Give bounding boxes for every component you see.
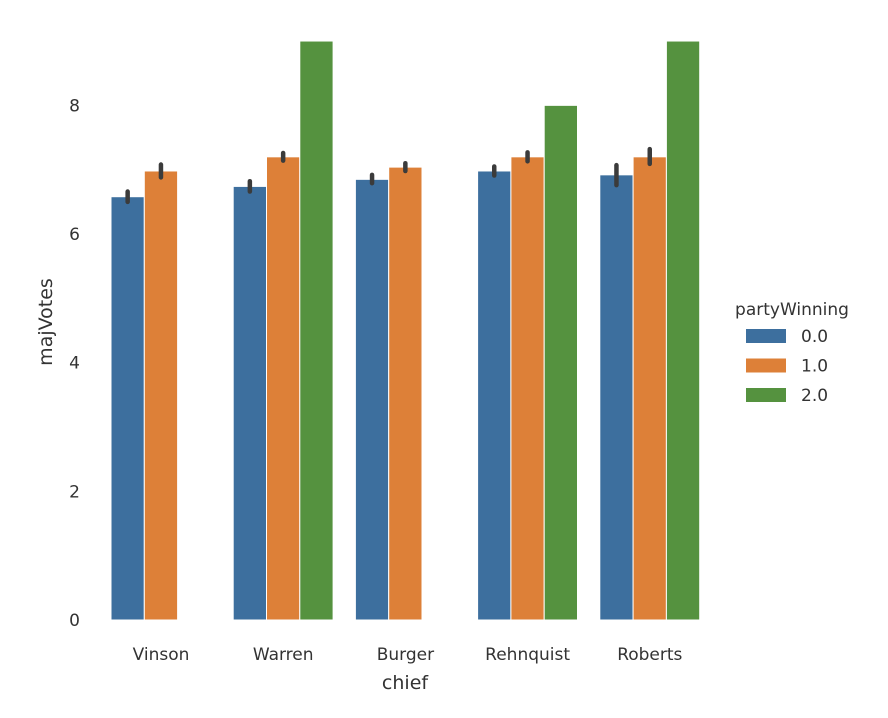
y-tick-label-4: 4 bbox=[69, 354, 80, 374]
x-tick-label-rehnquist: Rehnquist bbox=[485, 645, 570, 665]
legend-label-1-0: 1.0 bbox=[801, 357, 828, 377]
y-tick-label-2: 2 bbox=[69, 482, 80, 502]
legend: partyWinning 0.0 1.0 2.0 bbox=[735, 300, 849, 406]
y-tick-label-6: 6 bbox=[69, 225, 80, 245]
bar-roberts-1-0 bbox=[632, 156, 667, 621]
bar-roberts-2-0 bbox=[665, 40, 701, 621]
error-bars-layer bbox=[125, 146, 652, 205]
legend-swatch-1-0 bbox=[746, 358, 786, 373]
x-tick-label-vinson: Vinson bbox=[133, 645, 190, 665]
legend-swatch-0-0 bbox=[746, 329, 786, 343]
bar-warren-0-0 bbox=[232, 185, 267, 621]
legend-swatch-2-0 bbox=[746, 388, 786, 402]
legend-label-0-0: 0.0 bbox=[801, 327, 828, 347]
x-axis-ticks: Vinson Warren Burger Rehnquist Roberts bbox=[133, 645, 683, 665]
legend-title: partyWinning bbox=[735, 300, 849, 320]
y-axis-ticks: 0 2 4 6 8 bbox=[69, 96, 80, 631]
bar-vinson-1-0 bbox=[143, 170, 179, 621]
bar-burger-0-0 bbox=[354, 178, 390, 621]
y-axis-label: majVotes bbox=[35, 278, 57, 366]
bar-roberts-0-0 bbox=[599, 174, 634, 621]
x-tick-label-burger: Burger bbox=[377, 645, 434, 665]
bar-vinson-0-0 bbox=[110, 196, 145, 621]
x-tick-label-warren: Warren bbox=[253, 645, 314, 665]
bar-rehnquist-2-0 bbox=[543, 104, 579, 621]
bar-warren-1-0 bbox=[266, 156, 301, 621]
x-tick-label-roberts: Roberts bbox=[617, 645, 682, 665]
bar-rehnquist-0-0 bbox=[477, 170, 512, 621]
bars-layer bbox=[110, 40, 701, 621]
bar-warren-2-0 bbox=[299, 40, 334, 621]
y-tick-label-8: 8 bbox=[69, 96, 80, 116]
x-axis-label: chief bbox=[382, 672, 429, 694]
bar-burger-1-0 bbox=[388, 166, 423, 621]
y-tick-label-0: 0 bbox=[69, 611, 80, 631]
bar-rehnquist-1-0 bbox=[510, 156, 545, 621]
legend-label-2-0: 2.0 bbox=[801, 386, 828, 406]
